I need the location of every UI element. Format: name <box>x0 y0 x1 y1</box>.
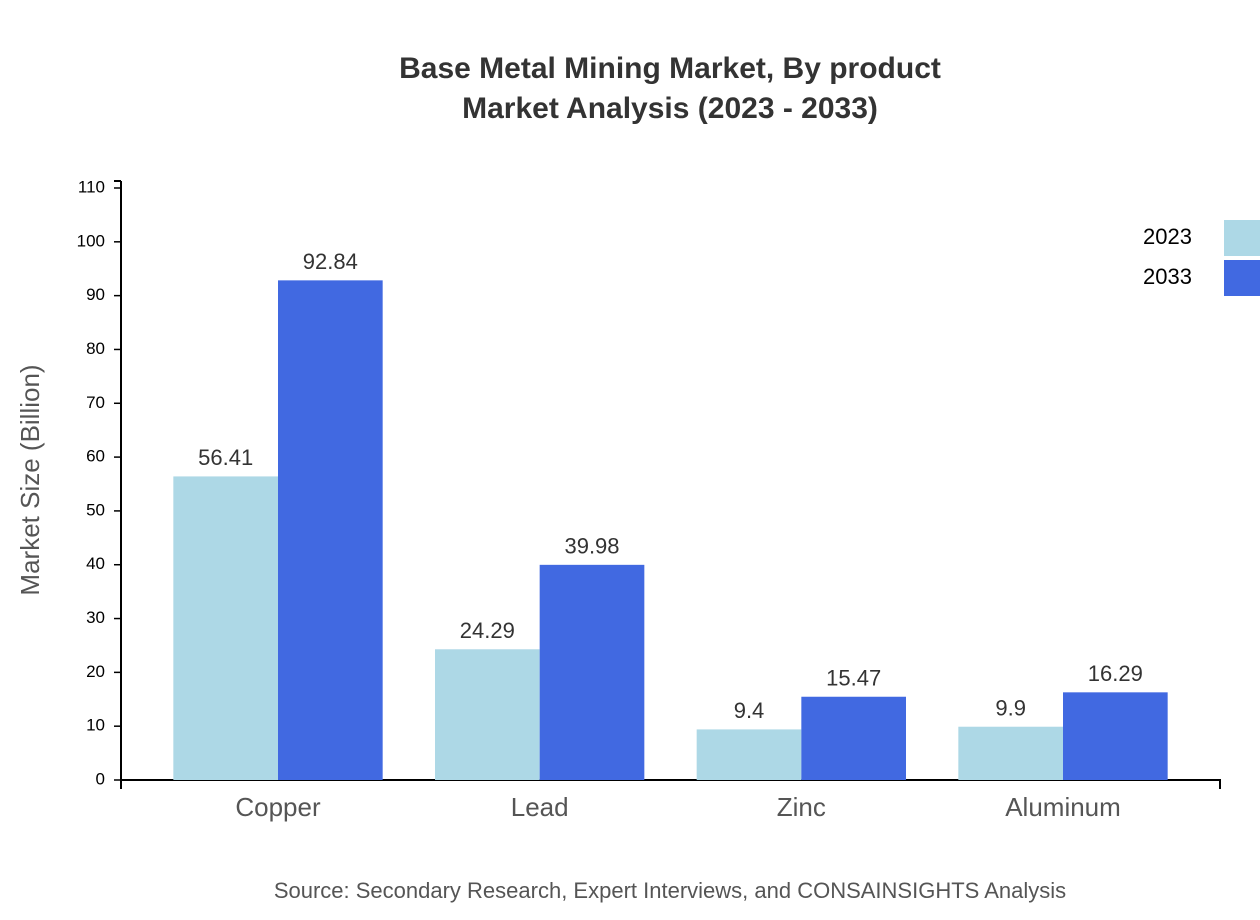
y-tick-label: 90 <box>86 285 105 304</box>
y-axis-label: Market Size (Billion) <box>15 364 45 595</box>
bar <box>696 729 802 780</box>
y-tick-label: 10 <box>86 716 105 735</box>
legend-label: 2023 <box>1143 224 1192 249</box>
x-tick-label: Aluminum <box>1005 792 1121 822</box>
legend-swatch <box>1224 260 1260 296</box>
bar <box>278 280 383 780</box>
y-tick-label: 110 <box>78 177 105 196</box>
y-tick-label: 20 <box>86 662 105 681</box>
x-axis <box>120 779 1221 789</box>
y-tick-label: 30 <box>86 608 105 627</box>
value-label: 24.29 <box>460 618 515 643</box>
value-label: 9.4 <box>734 698 765 723</box>
legend-label: 2033 <box>1143 264 1192 289</box>
legend-swatch <box>1224 220 1260 256</box>
y-tick-label: 100 <box>77 231 105 250</box>
y-tick-label: 70 <box>86 393 105 412</box>
chart-title: Base Metal Mining Market, By product <box>399 52 941 85</box>
x-tick-label: Lead <box>511 792 569 822</box>
x-tick-label: Copper <box>235 792 321 822</box>
value-label: 56.41 <box>198 445 253 470</box>
y-tick-label: 60 <box>86 447 105 466</box>
value-label: 39.98 <box>564 534 619 559</box>
bar <box>801 696 906 780</box>
bar <box>958 726 1063 780</box>
value-label: 15.47 <box>826 666 881 691</box>
y-tick-label: 0 <box>96 769 105 788</box>
chart-subtitle: Market Analysis (2023 - 2033) <box>462 92 878 125</box>
value-label: 92.84 <box>303 249 358 274</box>
bar <box>539 564 645 780</box>
source-note: Source: Secondary Research, Expert Inter… <box>274 878 1066 903</box>
x-tick-label: Zinc <box>777 792 826 822</box>
value-label: 16.29 <box>1088 661 1143 686</box>
bar <box>435 649 540 780</box>
y-tick-label: 80 <box>86 339 105 358</box>
bar <box>1063 692 1168 780</box>
value-label: 9.9 <box>995 696 1026 721</box>
y-tick-label: 50 <box>86 500 105 519</box>
bar <box>173 476 278 780</box>
y-tick-label: 40 <box>86 554 105 573</box>
